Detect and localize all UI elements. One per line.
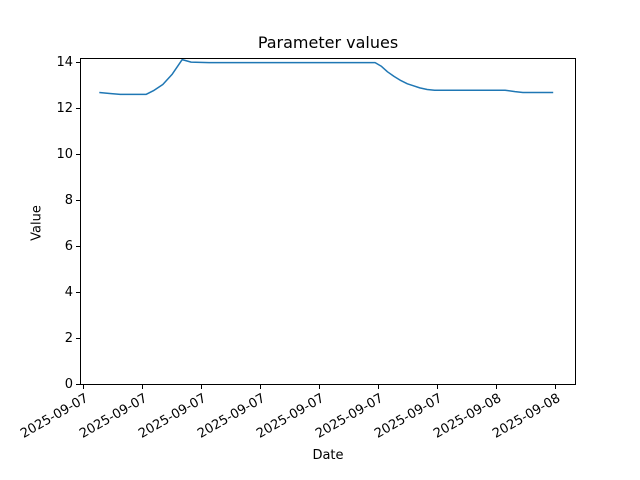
y-axis-label: Value bbox=[29, 205, 45, 241]
y-tick-label: 6 bbox=[64, 238, 73, 254]
y-tick-label: 0 bbox=[64, 377, 73, 392]
parameter-values-line bbox=[99, 58, 554, 95]
y-tick-mark bbox=[76, 384, 80, 385]
y-tick-label: 14 bbox=[56, 54, 73, 70]
y-tick-mark bbox=[76, 107, 80, 109]
y-tick-mark bbox=[76, 291, 80, 293]
x-tick-mark bbox=[319, 384, 321, 389]
line-series bbox=[99, 58, 554, 95]
y-tick-mark bbox=[76, 61, 80, 63]
x-tick-mark bbox=[260, 384, 262, 389]
plot-area bbox=[80, 57, 576, 385]
chart-title: Parameter values bbox=[257, 33, 399, 52]
y-tick-label: 12 bbox=[56, 100, 73, 116]
x-tick-mark bbox=[82, 384, 84, 389]
y-tick-mark bbox=[76, 337, 80, 339]
x-tick-mark bbox=[496, 384, 498, 389]
x-tick-mark bbox=[378, 384, 380, 389]
y-tick-label: 8 bbox=[64, 192, 73, 208]
y-tick-mark bbox=[76, 245, 80, 247]
x-tick-mark bbox=[201, 384, 203, 389]
y-tick-label: 4 bbox=[64, 284, 73, 300]
x-tick-mark bbox=[141, 384, 143, 389]
y-tick-label: 2 bbox=[64, 330, 73, 346]
x-tick-mark bbox=[555, 384, 557, 389]
y-tick-mark bbox=[76, 199, 80, 201]
y-tick-label: 10 bbox=[56, 146, 73, 162]
y-tick-mark bbox=[76, 153, 80, 155]
x-tick-mark bbox=[437, 384, 439, 389]
x-axis-label: Date bbox=[312, 448, 344, 463]
